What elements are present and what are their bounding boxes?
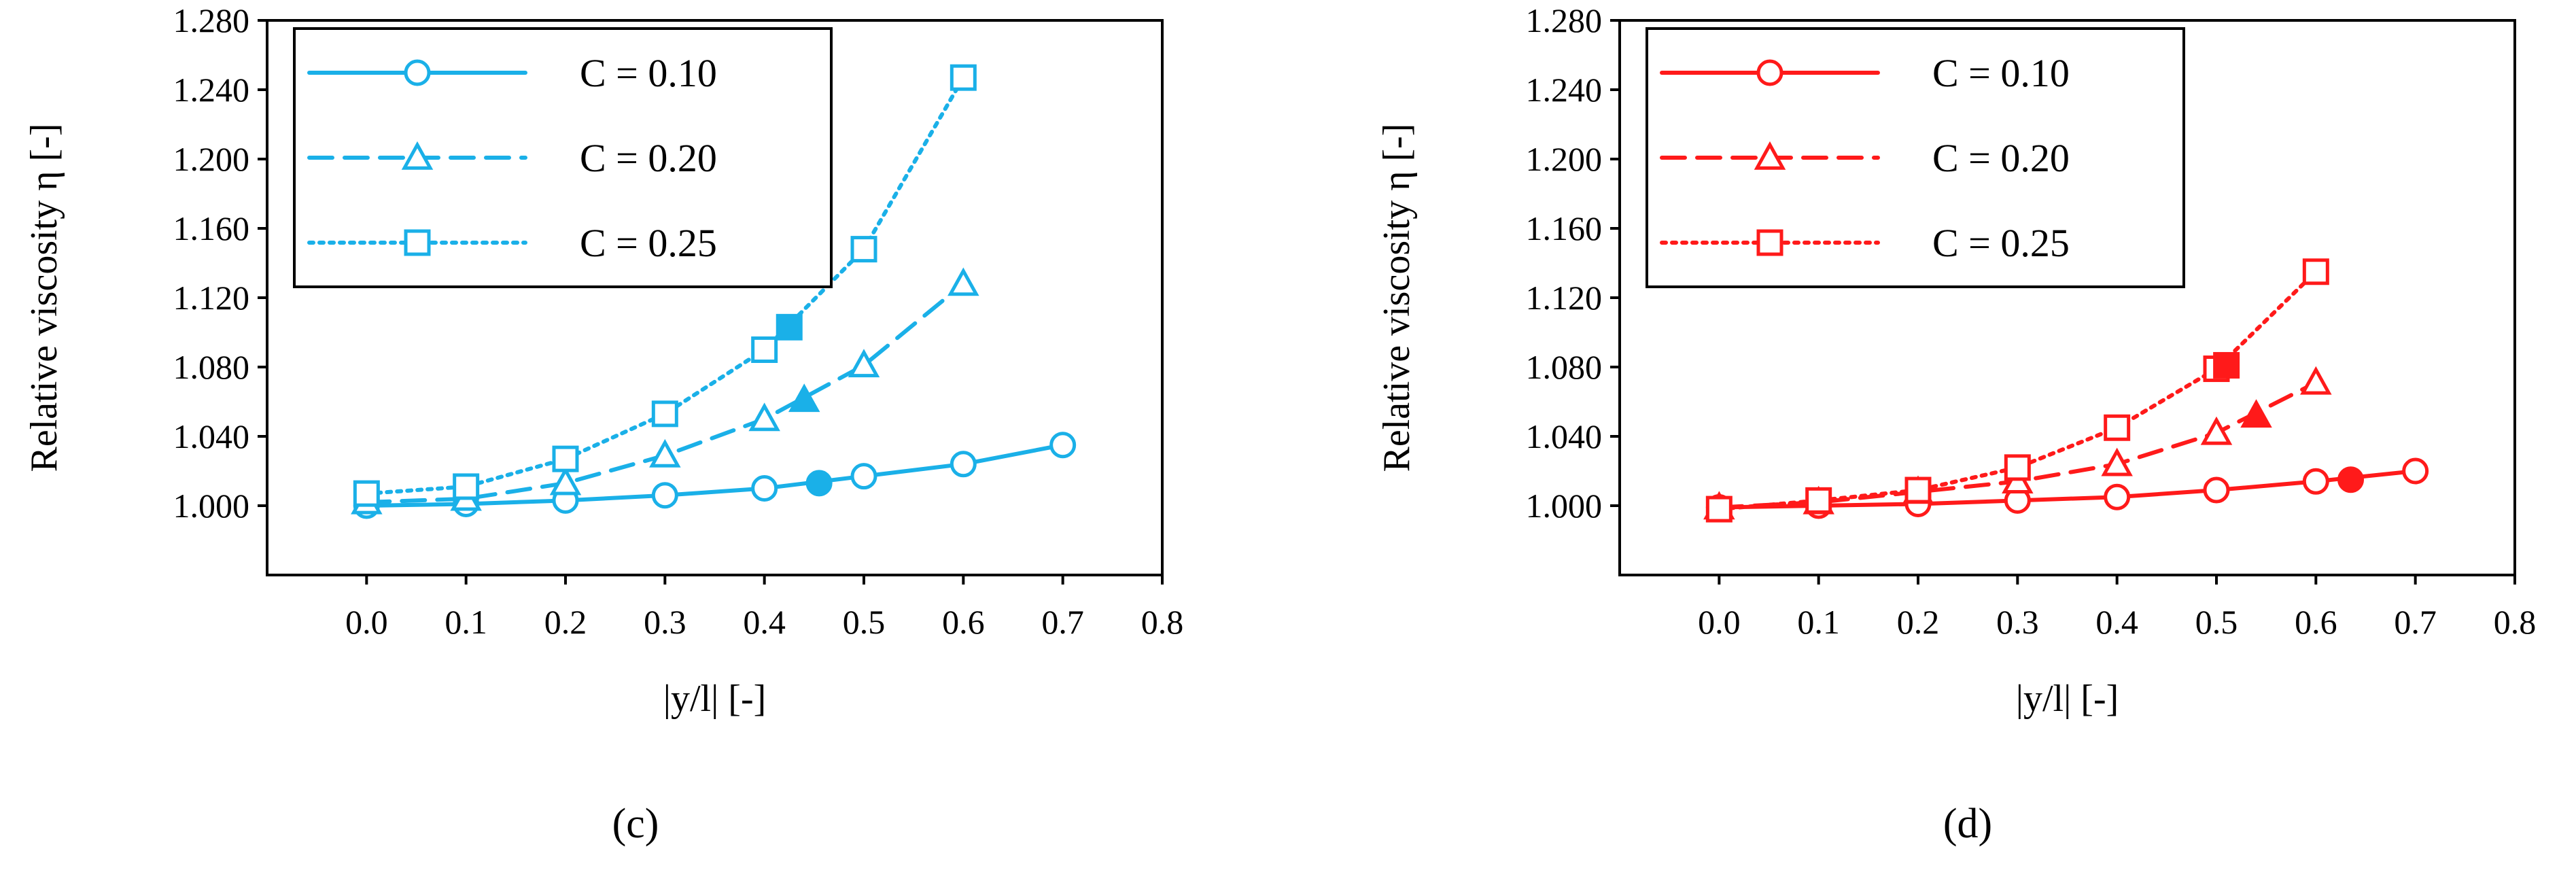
- data-point-triangle: [2300, 366, 2332, 395]
- data-point-triangle: [2200, 416, 2233, 445]
- data-point-square: [353, 480, 380, 507]
- y-tick-label: 1.280: [173, 1, 250, 39]
- legend-marker-square: [404, 229, 431, 256]
- x-axis-title: |y/l| [-]: [663, 678, 766, 720]
- x-tick-label: 0.7: [2394, 603, 2437, 641]
- data-point-square: [1805, 487, 1832, 514]
- series-line-circle: [1717, 469, 2418, 510]
- data-point-square: [1904, 476, 1932, 504]
- legend-box: [1646, 27, 2185, 288]
- y-tick-label: 1.120: [1526, 279, 1603, 317]
- data-point-circle: [2402, 457, 2429, 485]
- data-point-circle: [2104, 483, 2131, 510]
- panel-c: 1.000 1.040 1.080 1.120 1.160 1.200 1.240 1.280…: [23, 1, 1183, 847]
- x-tick-label: 0.8: [1141, 603, 1184, 641]
- legend-label: C = 0.25: [580, 221, 717, 265]
- data-point-square: [950, 64, 977, 91]
- data-point-square: [552, 445, 579, 472]
- data-point-square: [2004, 454, 2031, 481]
- highlight-point-square: [2213, 351, 2240, 379]
- panel-label: (d): [1943, 801, 1992, 847]
- data-point-square: [1705, 495, 1733, 523]
- data-point-triangle: [549, 466, 582, 495]
- x-tick-label: 0.5: [2195, 603, 2238, 641]
- y-tick-label: 1.240: [1526, 71, 1603, 109]
- legend-label: C = 0.20: [580, 136, 717, 180]
- y-tick-label: 1.160: [1526, 209, 1603, 247]
- legend-label: C = 0.25: [1932, 221, 2070, 265]
- x-axis-title: |y/l| [-]: [2016, 678, 2119, 720]
- x-tick-label: 0.1: [445, 603, 487, 641]
- data-point-square: [2104, 414, 2131, 441]
- x-tick-label: 0.1: [1797, 603, 1840, 641]
- legend-marker-circle: [1756, 59, 1783, 86]
- data-point-circle: [751, 475, 778, 502]
- y-tick-label: 1.040: [173, 417, 250, 455]
- highlight-point-square: [776, 313, 803, 341]
- y-tick-label: 1.080: [1526, 348, 1603, 386]
- data-point-circle: [950, 451, 977, 478]
- panel-d: 1.000 1.040 1.080 1.120 1.160 1.200 1.240 1.280…: [1376, 1, 2536, 847]
- x-tick-label: 0.2: [1897, 603, 1940, 641]
- y-tick-label: 1.080: [173, 348, 250, 386]
- x-tick-label: 0.6: [2295, 603, 2337, 641]
- data-point-triangle: [848, 349, 880, 378]
- x-tick-label: 0.3: [1996, 603, 2039, 641]
- data-point-circle: [1049, 432, 1077, 459]
- x-tick-label: 0.5: [843, 603, 886, 641]
- y-tick-label: 1.240: [173, 71, 250, 109]
- x-tick-label: 0.4: [743, 603, 786, 641]
- x-tick-label: 0.7: [1041, 603, 1084, 641]
- legend-label: C = 0.20: [1932, 136, 2070, 180]
- legend-marker-triangle: [401, 141, 434, 170]
- y-tick-label: 1.280: [1526, 1, 1603, 39]
- y-tick-label: 1.000: [1526, 487, 1603, 525]
- series-line-circle: [364, 442, 1065, 508]
- x-tick-label: 0.6: [942, 603, 985, 641]
- legend-label: C = 0.10: [580, 51, 717, 95]
- x-tick-label: 0.4: [2095, 603, 2138, 641]
- x-tick-label: 0.0: [1698, 603, 1741, 641]
- data-point-square: [2302, 258, 2329, 285]
- x-tick-label: 0.0: [345, 603, 388, 641]
- y-tick-label: 1.000: [173, 487, 250, 525]
- highlight-point-triangle: [2240, 399, 2272, 428]
- data-point-square: [751, 336, 778, 363]
- data-point-circle: [850, 463, 877, 490]
- data-point-triangle: [649, 438, 681, 468]
- highlight-point-circle: [805, 470, 833, 497]
- x-tick-label: 0.8: [2494, 603, 2537, 641]
- y-tick-label: 1.200: [173, 140, 250, 178]
- x-tick-label: 0.2: [544, 603, 587, 641]
- data-point-circle: [2302, 468, 2329, 495]
- legend-marker-triangle: [1754, 141, 1786, 170]
- legend-box: [293, 27, 833, 288]
- data-point-triangle: [748, 402, 780, 432]
- y-axis-title: Relative viscosity η [-]: [1376, 124, 1418, 472]
- data-point-triangle: [2101, 447, 2133, 476]
- y-tick-label: 1.200: [1526, 140, 1603, 178]
- legend-marker-square: [1756, 229, 1783, 256]
- data-point-square: [850, 236, 877, 263]
- panel-label: (c): [612, 801, 659, 847]
- legend-marker-circle: [404, 59, 431, 86]
- data-point-circle: [2203, 476, 2230, 504]
- data-point-square: [651, 400, 678, 428]
- data-point-square: [453, 473, 480, 500]
- highlight-point-circle: [2337, 466, 2365, 493]
- y-tick-label: 1.160: [173, 209, 250, 247]
- data-point-triangle: [947, 267, 979, 296]
- x-tick-label: 0.3: [644, 603, 686, 641]
- highlight-point-triangle: [788, 383, 820, 413]
- y-tick-label: 1.040: [1526, 417, 1603, 455]
- legend-label: C = 0.10: [1932, 51, 2070, 95]
- y-tick-label: 1.120: [173, 279, 250, 317]
- data-point-circle: [651, 482, 678, 509]
- y-axis-title: Relative viscosity η [-]: [23, 124, 65, 472]
